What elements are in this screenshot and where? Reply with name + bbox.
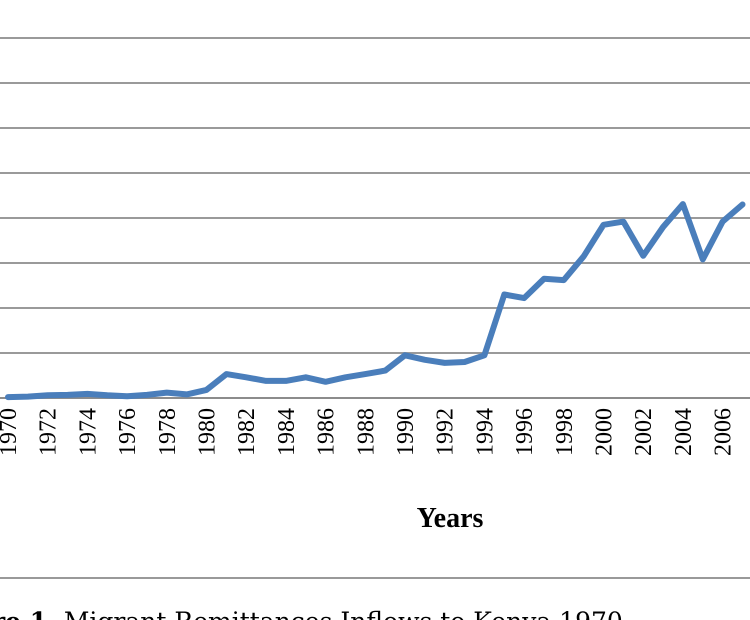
series-group bbox=[5, 201, 746, 401]
x-tick-label: 1976 bbox=[115, 408, 141, 456]
x-tick-label: 2004 bbox=[671, 408, 697, 456]
x-tick-label: 1978 bbox=[155, 408, 181, 456]
x-tick-label: 1972 bbox=[36, 408, 62, 456]
x-axis-ticks: 1970 1972 1974 1976 1978 1980 1982 1984 1986 1988… bbox=[0, 408, 737, 456]
x-tick-label: 1990 bbox=[393, 408, 419, 456]
x-tick-label: 1980 bbox=[195, 408, 221, 456]
x-tick-label: 1970 bbox=[0, 408, 22, 456]
x-tick-label: 1974 bbox=[75, 408, 101, 456]
x-tick-label: 2002 bbox=[631, 408, 657, 456]
x-tick-label: 2006 bbox=[711, 408, 737, 456]
x-tick-label: 1986 bbox=[314, 408, 340, 456]
x-tick-label: 1992 bbox=[433, 408, 459, 456]
x-axis-title: Years bbox=[417, 503, 484, 534]
x-tick-label: 1998 bbox=[552, 408, 578, 456]
x-tick-label: 2000 bbox=[592, 408, 618, 456]
gridlines bbox=[0, 37, 750, 399]
series-line-0 bbox=[5, 201, 746, 401]
x-tick-label: 1988 bbox=[353, 408, 379, 456]
figure-caption-text: Migrant Remittances Inflows to Kenya 197… bbox=[56, 607, 631, 620]
x-tick-label: 1984 bbox=[274, 408, 300, 456]
x-tick-label: 1982 bbox=[234, 408, 260, 456]
x-tick-label: 1994 bbox=[472, 408, 498, 456]
figure-caption-label: re 1. bbox=[0, 607, 56, 620]
x-tick-label: 1996 bbox=[512, 408, 538, 456]
figure-caption: re 1. Migrant Remittances Inflows to Ken… bbox=[0, 607, 631, 620]
